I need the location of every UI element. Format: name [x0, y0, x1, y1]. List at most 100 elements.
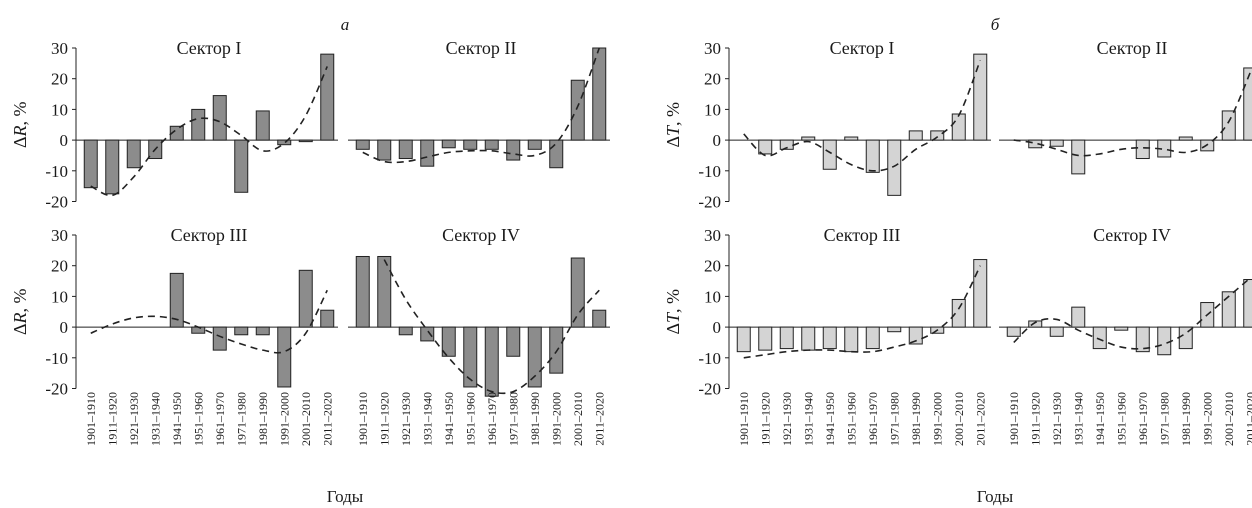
y-tick-label: -20	[45, 193, 68, 212]
bar	[908, 130, 923, 141]
bar	[298, 269, 313, 328]
bar	[463, 139, 478, 150]
bar	[1221, 110, 1236, 141]
x-tick-label: 1981–1990	[909, 392, 923, 446]
trend-line	[90, 289, 328, 354]
x-tick-label: 1911–1920	[105, 392, 119, 446]
bar	[951, 298, 966, 328]
x-tick-label: 1901–1910	[737, 392, 751, 446]
y-tick-label: 20	[704, 257, 721, 276]
y-tick-label: 30	[51, 226, 68, 245]
bar	[865, 326, 880, 350]
y-tick-label: -10	[698, 162, 721, 181]
panel-b-letter: б	[991, 15, 1000, 34]
bar	[549, 326, 564, 374]
x-tick-label: 1961–1970	[485, 392, 499, 446]
bar	[1071, 306, 1086, 328]
x-tick-label: 1911–1920	[377, 392, 391, 446]
bar	[758, 326, 773, 351]
bar	[212, 95, 227, 141]
bar	[298, 139, 313, 143]
x-tick-label: 1951–1960	[1114, 392, 1128, 446]
y-axis-label: ΔT, %	[663, 289, 683, 335]
chart-1: Сектор I 30 20 10 0 -10 -20 ΔR, %	[10, 38, 338, 212]
bar	[169, 125, 184, 141]
x-tick-label: 2001–2010	[299, 392, 313, 446]
chart-2: Сектор II	[348, 38, 610, 169]
y-tick-label: -20	[698, 380, 721, 399]
y-tick-label: -10	[45, 349, 68, 368]
bar	[1092, 326, 1107, 350]
bar	[83, 139, 98, 189]
bar	[865, 139, 880, 173]
bar	[212, 326, 227, 351]
bar	[527, 326, 542, 388]
y-tick-label: 0	[60, 318, 69, 337]
bar	[779, 326, 794, 350]
x-tick-label: 1941–1950	[170, 392, 184, 446]
bar	[1028, 139, 1043, 149]
y-tick-label: 0	[713, 318, 722, 337]
chart-title: Сектор III	[171, 225, 248, 245]
x-tick-label: 1931–1940	[420, 392, 434, 446]
chart-3: Сектор III 30 20 10 0 -10 -20 ΔR, % 1901–1910 191…	[10, 225, 338, 446]
bar	[355, 255, 370, 328]
x-tick-label: 1961–1970	[866, 392, 880, 446]
bar	[844, 136, 859, 141]
bar	[398, 326, 413, 336]
chart-title: Сектор II	[1097, 38, 1168, 58]
x-tick-label: 1981–1990	[1179, 392, 1193, 446]
trend-line	[1013, 72, 1251, 157]
chart-8: Сектор IV 1901–1910 1911–1920 1921–1930 1931…	[999, 225, 1252, 446]
bar	[441, 139, 456, 149]
bar	[801, 326, 816, 351]
x-tick-label: 1971–1980	[234, 392, 248, 446]
bar	[1049, 326, 1064, 337]
x-tick-label: 1901–1910	[356, 392, 370, 446]
x-tick-label: 1961–1970	[1136, 392, 1150, 446]
bar	[592, 309, 607, 328]
trend-line	[383, 259, 600, 395]
x-tick-label: 2011–2020	[592, 392, 606, 446]
bar	[234, 139, 249, 193]
bar	[801, 136, 816, 141]
x-tick-label: 1931–1940	[1071, 392, 1085, 446]
bar	[1221, 291, 1236, 328]
x-tick-label: 2001–2010	[571, 392, 585, 446]
bar	[484, 139, 499, 150]
bar	[1178, 136, 1193, 141]
bar	[973, 53, 988, 141]
y-axis-label: ΔR, %	[10, 288, 30, 335]
chart-6: Сектор II	[999, 38, 1252, 175]
x-tick-label: 1981–1990	[256, 392, 270, 446]
panel-a-years-label: Годы	[327, 487, 364, 506]
chart-title: Сектор III	[824, 225, 901, 245]
x-tick-label: 1941–1950	[442, 392, 456, 446]
x-tick-label: 1991–2000	[277, 392, 291, 446]
x-tick-label: 1911–1920	[758, 392, 772, 446]
bar	[484, 326, 499, 397]
y-tick-label: -10	[45, 162, 68, 181]
bar	[570, 257, 585, 328]
x-tick-label: 1951–1960	[191, 392, 205, 446]
x-tick-label: 1931–1940	[148, 392, 162, 446]
bar	[736, 326, 751, 353]
bar	[398, 139, 413, 160]
bar	[506, 139, 521, 161]
chart-5: Сектор I 30 20 10 0 -10 -20 ΔT, %	[663, 38, 991, 212]
bar	[1114, 326, 1129, 331]
bar	[822, 326, 837, 350]
x-tick-label: 1971–1980	[506, 392, 520, 446]
x-tick-label: 1901–1910	[84, 392, 98, 446]
bar	[887, 139, 902, 196]
trend-line	[743, 59, 981, 172]
y-tick-label: 10	[704, 100, 721, 119]
y-tick-label: 0	[713, 131, 722, 150]
trend-line	[1013, 277, 1251, 350]
bar	[169, 272, 184, 328]
bar	[549, 139, 564, 169]
bar	[105, 139, 120, 195]
y-tick-label: 20	[51, 70, 68, 89]
y-tick-label: -20	[698, 193, 721, 212]
